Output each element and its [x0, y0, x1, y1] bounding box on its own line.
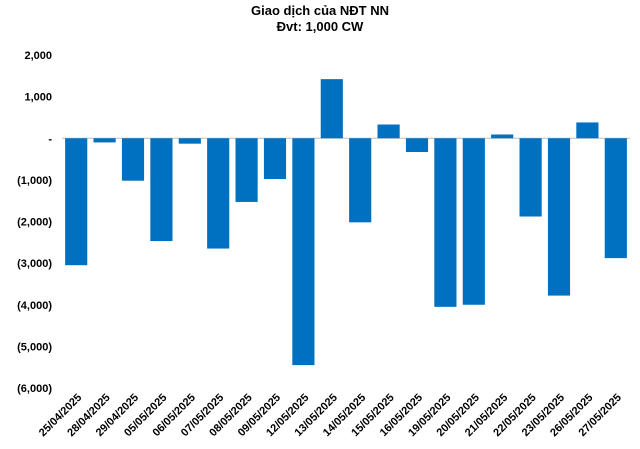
bar	[434, 138, 457, 307]
bar	[519, 138, 542, 217]
bar	[292, 138, 315, 366]
bars	[65, 79, 627, 366]
x-axis-tick-labels: 25/04/202528/04/202529/04/202505/05/2025…	[37, 392, 624, 439]
y-tick-label: (2,000)	[17, 217, 52, 229]
bar	[604, 138, 627, 259]
y-tick-label: (5,000)	[17, 341, 52, 353]
bar	[65, 138, 88, 266]
bar	[93, 138, 116, 143]
bar	[491, 134, 514, 139]
bar	[263, 138, 287, 180]
chart-subtitle: Đvt: 1,000 CW	[276, 19, 364, 34]
y-axis-tick-labels: 2,000 1,000 - (1,000) (2,000) (3,000) (4,000) (…	[17, 50, 52, 395]
y-tick-label: (1,000)	[17, 175, 52, 187]
bar	[178, 138, 201, 144]
bar	[207, 138, 230, 249]
y-tick-label: (3,000)	[17, 258, 52, 270]
chart-title: Giao dịch của NĐT NN	[251, 3, 389, 18]
y-tick-label: 2,000	[24, 50, 52, 62]
bar	[349, 138, 372, 223]
bar	[235, 138, 258, 202]
bar	[150, 138, 173, 242]
bar	[377, 124, 400, 139]
bar	[320, 79, 343, 139]
y-tick-label: (4,000)	[17, 300, 52, 312]
y-tick-label: -	[48, 133, 52, 145]
bar	[547, 138, 571, 296]
bar	[405, 138, 429, 152]
bar	[462, 138, 485, 305]
bar	[576, 122, 599, 139]
y-tick-label: 1,000	[24, 92, 52, 104]
bar	[121, 138, 145, 181]
y-tick-label: (6,000)	[17, 383, 52, 395]
